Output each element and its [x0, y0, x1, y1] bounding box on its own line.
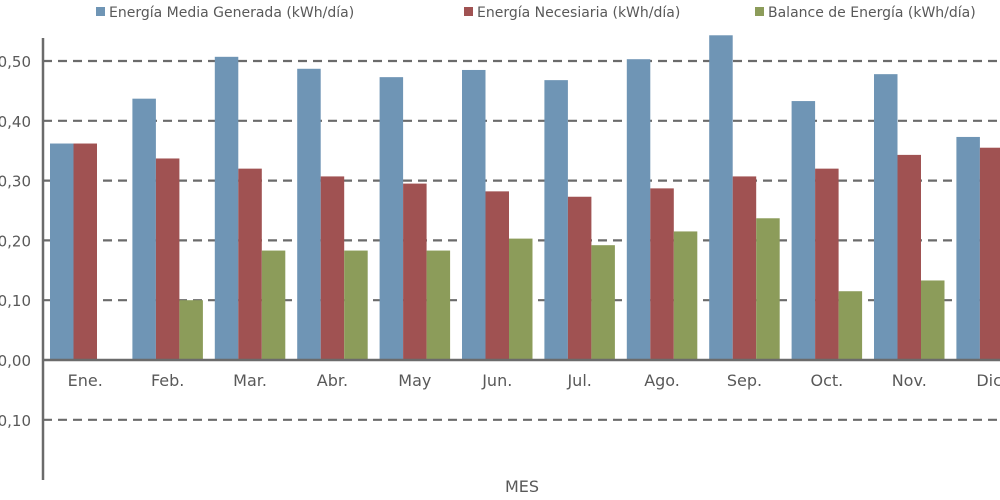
x-tick-label: May	[398, 371, 431, 390]
bar-generada	[132, 98, 156, 360]
x-tick-label: Oct.	[810, 371, 843, 390]
legend-label: Energía Necesiaria (kWh/día)	[477, 5, 680, 21]
bar-generada	[956, 136, 980, 360]
bar-balance	[673, 231, 698, 360]
bar-necesaria	[155, 158, 180, 360]
bar-balance	[838, 291, 863, 360]
x-tick-label: Dic.	[976, 371, 1000, 390]
y-tick-label: 0,20	[0, 232, 31, 250]
x-tick-label: Abr.	[317, 371, 348, 390]
x-tick-label: Ene.	[68, 371, 103, 390]
x-tick-label: Ago.	[644, 371, 680, 390]
x-axis-title: MES	[505, 477, 539, 496]
y-tick-label: 0,50	[0, 53, 31, 71]
bar-generada	[544, 80, 568, 361]
bar-generada	[874, 74, 898, 360]
bar-generada	[791, 101, 816, 360]
bar-generada	[297, 68, 321, 361]
bar-necesaria	[979, 147, 1000, 360]
bar-necesaria	[650, 188, 674, 360]
y-tick-label: 0,40	[0, 113, 31, 131]
bar-necesaria	[320, 176, 345, 360]
bar-necesaria	[732, 176, 757, 360]
legend-swatch	[464, 7, 473, 16]
bar-necesaria	[815, 168, 839, 360]
bar-generada	[214, 56, 239, 361]
bar-generada	[50, 143, 74, 360]
y-tick-label: 0,10	[0, 412, 31, 430]
legend-label: Balance de Energía (kWh/día)	[768, 5, 976, 21]
bar-balance	[509, 238, 533, 360]
bar-necesaria	[73, 143, 97, 360]
bar-necesaria	[238, 168, 262, 360]
bar-generada	[462, 69, 486, 360]
x-tick-label: Jun.	[481, 371, 512, 390]
x-tick-label: Sep.	[727, 371, 762, 390]
y-tick-label: 0,10	[0, 292, 31, 310]
x-tick-label: Jul.	[566, 371, 591, 390]
x-tick-label: Nov.	[892, 371, 927, 390]
legend-swatch	[755, 7, 764, 16]
bar-balance	[756, 218, 780, 360]
y-tick-label: 0,00	[0, 352, 31, 370]
x-tick-label: Mar.	[233, 371, 267, 390]
bar-necesaria	[897, 154, 921, 360]
bar-necesaria	[485, 191, 509, 360]
bar-balance	[921, 280, 945, 360]
bar-necesaria	[403, 183, 427, 360]
bar-balance	[344, 250, 368, 360]
y-tick-label: 0,30	[0, 173, 31, 191]
x-tick-label: Feb.	[151, 371, 184, 390]
bar-balance	[591, 245, 615, 360]
legend-swatch	[96, 7, 105, 16]
bar-balance	[261, 250, 286, 360]
bar-generada	[709, 35, 733, 360]
bar-balance	[426, 250, 451, 360]
bar-generada	[626, 59, 651, 361]
legend-label: Energía Media Generada (kWh/día)	[109, 5, 354, 21]
bar-necesaria	[567, 196, 592, 360]
bar-balance	[179, 300, 203, 360]
bar-generada	[379, 77, 404, 361]
